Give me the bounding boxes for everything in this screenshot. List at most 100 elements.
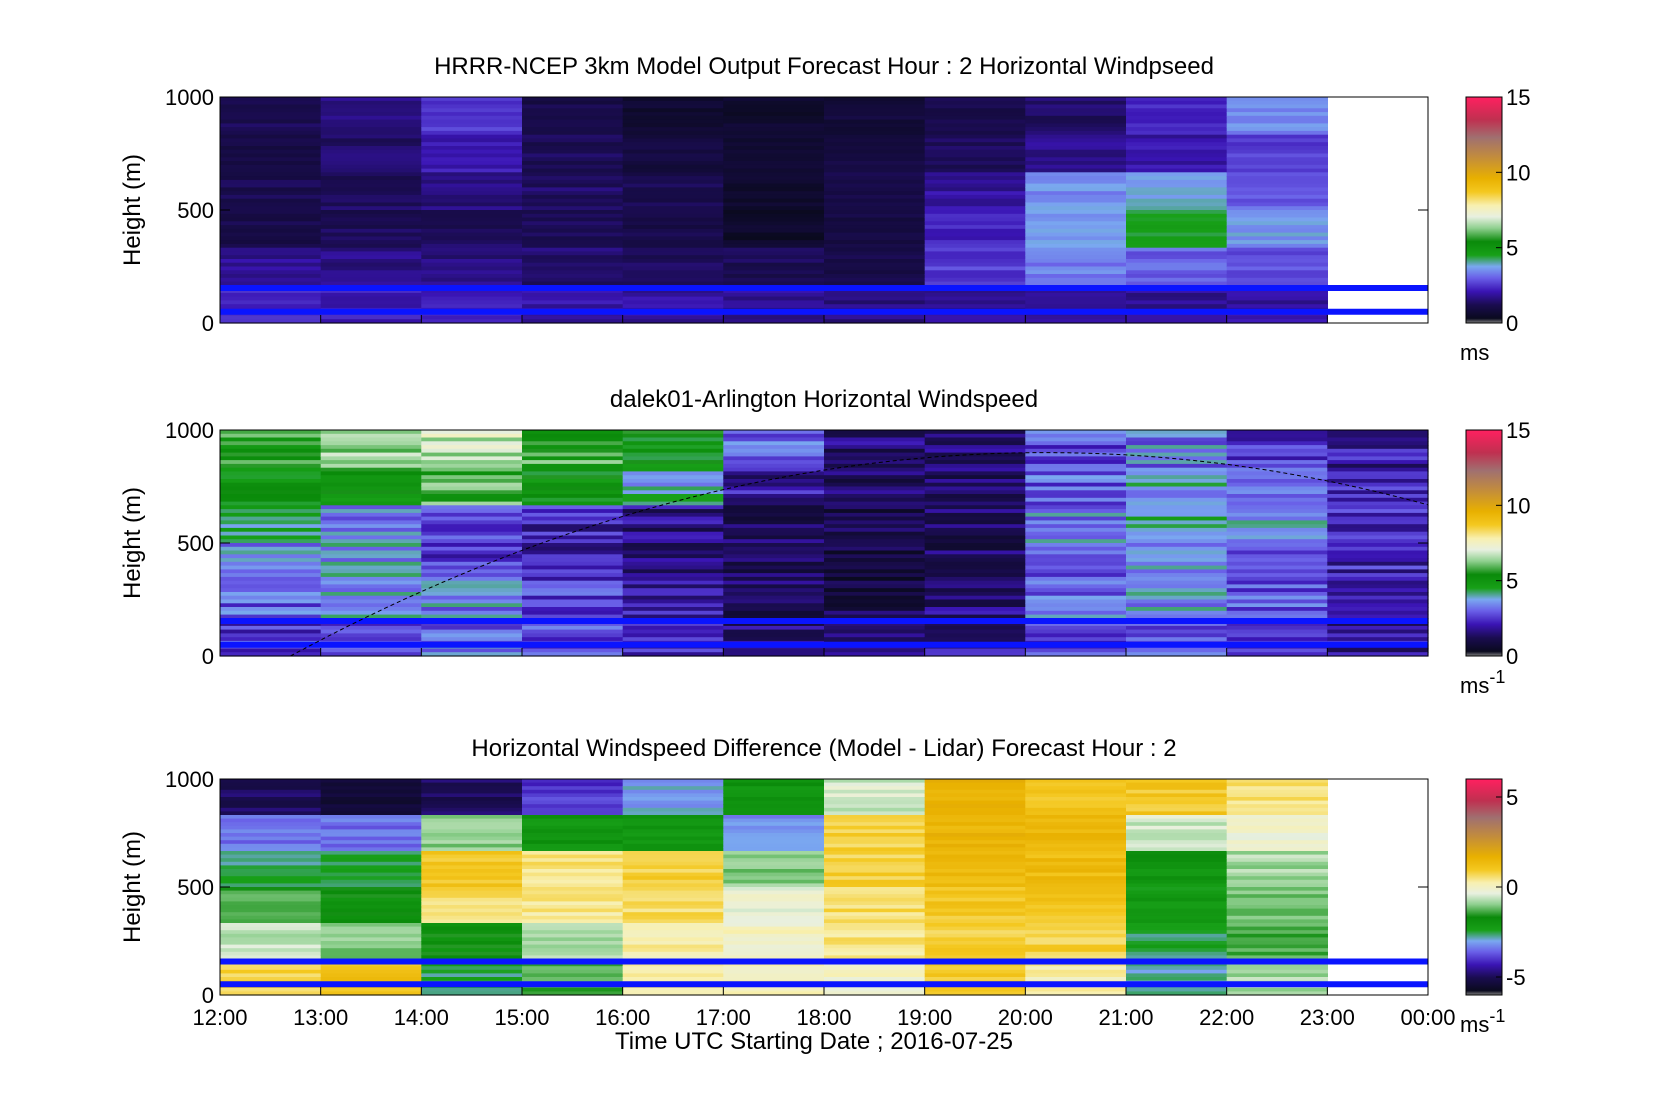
heatmap-cell: [1327, 603, 1429, 608]
heatmap-cell: [622, 104, 724, 109]
heatmap-cell: [723, 554, 825, 559]
heatmap-cell: [1025, 905, 1127, 910]
heatmap-cell: [220, 300, 322, 305]
heatmap-cell: [421, 221, 523, 226]
heatmap-cell: [1025, 951, 1127, 956]
heatmap-cell: [1025, 262, 1127, 268]
heatmap-cell: [924, 951, 1026, 956]
heatmap-cell: [723, 266, 825, 271]
heatmap-cell: [924, 266, 1026, 271]
heatmap-cell: [1327, 595, 1429, 601]
heatmap-cell: [622, 969, 724, 974]
heatmap-cell: [723, 793, 825, 798]
heatmap-cell: [622, 115, 724, 121]
heatmap-cell: [924, 840, 1026, 845]
heatmap-cell: [220, 883, 322, 888]
heatmap-cell: [522, 973, 624, 978]
heatmap-cell: [1025, 255, 1127, 260]
heatmap-cell: [522, 210, 624, 215]
heatmap-cell: [220, 625, 322, 631]
heatmap-cell: [824, 210, 926, 215]
heatmap-cell: [1126, 565, 1228, 570]
heatmap-cell: [924, 161, 1026, 166]
heatmap-cell: [320, 232, 422, 237]
heatmap-cell: [421, 512, 523, 518]
heatmap-cell: [522, 130, 624, 136]
colorbar-tick-label: -5: [1506, 965, 1526, 990]
heatmap-cell: [320, 561, 422, 567]
heatmap-cell: [522, 966, 624, 971]
heatmap-cell: [622, 930, 724, 935]
heatmap-cell: [622, 539, 724, 544]
heatmap-cell: [824, 100, 926, 106]
heatmap-cell: [824, 300, 926, 305]
heatmap-cell: [1025, 172, 1127, 177]
heatmap-cell: [723, 565, 825, 570]
heatmap-cell: [1226, 543, 1328, 548]
heatmap-cell: [622, 142, 724, 147]
heatmap-cell: [1025, 865, 1127, 870]
heatmap-cell: [1226, 217, 1328, 222]
heatmap-cell: [1126, 441, 1228, 446]
heatmap-cell: [1126, 793, 1228, 798]
heatmap-cell: [220, 168, 322, 173]
heatmap-cell: [622, 146, 724, 151]
heatmap-cell: [622, 786, 724, 791]
heatmap-cell: [1226, 100, 1328, 106]
heatmap-cell: [824, 580, 926, 586]
heatmap-cell: [924, 119, 1026, 124]
heatmap-cell: [421, 255, 523, 260]
heatmap-cell: [421, 569, 523, 574]
heatmap-cell: [1226, 576, 1328, 582]
heatmap-cell: [522, 315, 624, 320]
heatmap-cell: [1327, 452, 1429, 457]
heatmap-cell: [1226, 930, 1328, 935]
heatmap-cell: [522, 865, 624, 870]
heatmap-cell: [522, 858, 624, 863]
heatmap-cell: [1226, 822, 1328, 827]
x-tick-label: 20:00: [998, 1005, 1053, 1030]
heatmap-cell: [723, 191, 825, 196]
heatmap-cell: [924, 262, 1026, 268]
heatmap-cell: [1025, 490, 1127, 495]
heatmap-cell: [622, 543, 724, 548]
panel-title: dalek01-Arlington Horizontal Windspeed: [610, 386, 1038, 413]
heatmap-cell: [320, 460, 422, 465]
heatmap-cell: [421, 206, 523, 211]
heatmap-cell: [723, 588, 825, 593]
heatmap-cell: [824, 923, 926, 928]
heatmap-cell: [421, 304, 523, 309]
heatmap-cell: [924, 610, 1026, 616]
heatmap-cell: [924, 104, 1026, 109]
heatmap-cell: [522, 937, 624, 942]
heatmap-cell: [421, 146, 523, 151]
heatmap-cell: [1025, 520, 1127, 525]
heatmap-cell: [1025, 610, 1127, 616]
heatmap-cell: [1126, 531, 1228, 537]
heatmap-cell: [1025, 501, 1127, 506]
x-tick-label: 15:00: [494, 1005, 549, 1030]
heatmap-cell: [1226, 243, 1328, 249]
heatmap-cell: [924, 270, 1026, 275]
heatmap-cell: [421, 926, 523, 931]
heatmap-cell: [522, 179, 624, 185]
heatmap-cell: [220, 191, 322, 196]
heatmap-cell: [824, 471, 926, 476]
heatmap-cell: [1327, 430, 1429, 435]
heatmap-cell: [723, 969, 825, 974]
heatmap-cell: [824, 206, 926, 211]
heatmap-cell: [622, 955, 724, 960]
heatmap-cell: [824, 198, 926, 204]
heatmap-cell: [723, 550, 825, 555]
heatmap-cell: [1226, 908, 1328, 913]
heatmap-cell: [1025, 445, 1127, 450]
heatmap-cell: [320, 786, 422, 791]
heatmap-cell: [320, 430, 422, 435]
heatmap-cell: [924, 213, 1026, 219]
heatmap-cell: [1327, 512, 1429, 518]
heatmap-cell: [824, 966, 926, 971]
heatmap-cell: [622, 941, 724, 946]
heatmap-cell: [622, 119, 724, 124]
heatmap-cell: [622, 836, 724, 841]
heatmap-cell: [1327, 509, 1429, 514]
